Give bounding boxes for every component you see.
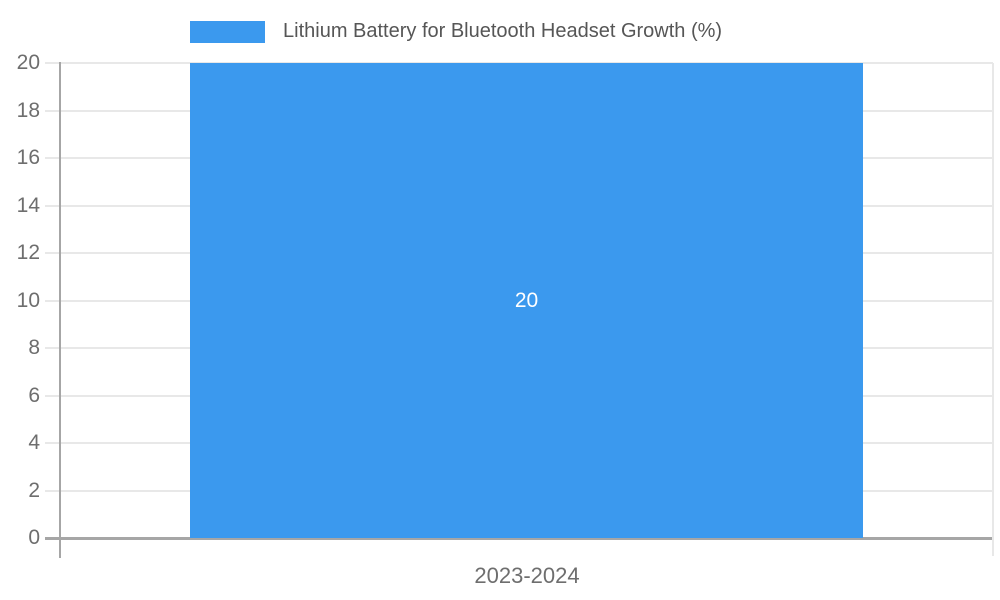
bar-value-label: 20: [515, 289, 538, 313]
y-tick-label-12: 12: [2, 241, 40, 265]
y-tick-label-8: 8: [2, 336, 40, 360]
y-tick-label-2: 2: [2, 479, 40, 503]
y-tick-label-16: 16: [2, 146, 40, 170]
plot-right-border: [992, 63, 994, 556]
y-tick-label-14: 14: [2, 194, 40, 218]
x-axis-category-label: 2023-2024: [60, 563, 994, 589]
y-tick-label-4: 4: [2, 431, 40, 455]
legend-label: Lithium Battery for Bluetooth Headset Gr…: [283, 20, 722, 43]
y-tick-label-10: 10: [2, 289, 40, 313]
bar-chart: Lithium Battery for Bluetooth Headset Gr…: [0, 0, 1000, 600]
y-tick-label-6: 6: [2, 384, 40, 408]
legend-swatch-icon: [190, 21, 265, 43]
y-axis-line: [59, 62, 61, 558]
y-tick-label-20: 20: [2, 51, 40, 75]
chart-legend[interactable]: Lithium Battery for Bluetooth Headset Gr…: [190, 20, 722, 43]
bar-2023-2024[interactable]: 20: [190, 63, 863, 538]
y-tick-label-0: 0: [2, 526, 40, 550]
y-tick-label-18: 18: [2, 99, 40, 123]
